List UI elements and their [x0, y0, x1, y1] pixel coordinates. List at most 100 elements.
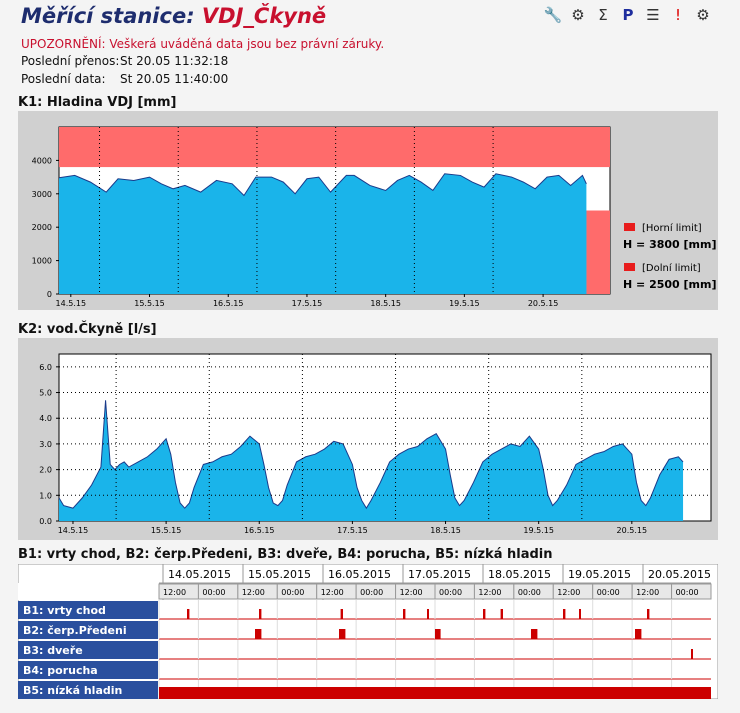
hour-cell: [671, 583, 712, 600]
k1-legend: [Horní limit] H = 3800 [mm] [Dolní limit…: [623, 222, 717, 291]
event-bar: [500, 609, 503, 619]
channel-label-bg: [18, 601, 158, 619]
x-tick-label: 19.5.15: [449, 299, 480, 308]
event-bar: [647, 609, 650, 619]
hour-label: 00:00: [439, 588, 462, 597]
events-svg: 14.05.2015 15.05.2015 16.05.2015 17.05.2015…: [17, 563, 719, 700]
last-data-label: Poslední data:: [21, 72, 106, 86]
hour-label: 00:00: [281, 588, 304, 597]
event-bar: [563, 609, 566, 619]
x-tick-label: 15.5.15: [134, 299, 165, 308]
k1-chart: [Horní limit] H = 3800 [mm] [Dolní limit…: [32, 126, 717, 308]
y-tick-label: 1.0: [39, 491, 52, 500]
title-prefix: Měřící stanice:: [21, 4, 195, 28]
channel-label: B3: dveře: [23, 644, 83, 657]
warning-text: UPOZORNĚNÍ: Veškerá uváděná data jsou be…: [21, 37, 385, 51]
series-area: [59, 400, 684, 521]
series-area: [59, 173, 587, 294]
y-tick-label: 2000: [32, 223, 52, 232]
x-tick-label: 17.5.15: [337, 526, 368, 535]
last-data: Poslední data: St 20.05 11:40:00: [21, 72, 228, 86]
toolbar: 🔧 ⚙ Σ P ☰ ! ⚙: [542, 4, 714, 26]
y-tick-label: 6.0: [39, 363, 52, 372]
settings-icon[interactable]: ⚙: [571, 6, 585, 24]
channel-label: B2: čerp.Předeni: [23, 624, 127, 637]
hour-label: 00:00: [597, 588, 620, 597]
y-tick-label: 4000: [32, 156, 52, 165]
event-bar: [427, 609, 429, 619]
series-line: [58, 400, 684, 510]
y-tick-label: 0: [47, 290, 52, 299]
station-name: VDJ_Čkyně: [201, 4, 327, 28]
last-data-value: St 20.05 11:40:00: [120, 72, 229, 86]
hour-label: 12:00: [400, 588, 423, 597]
y-tick-label: 2.0: [39, 466, 52, 475]
x-tick-label: 19.5.15: [523, 526, 554, 535]
y-tick-label: 0.0: [39, 517, 52, 526]
day-label: 17.05.2015: [408, 568, 471, 581]
gears-icon[interactable]: ⚙: [696, 6, 710, 24]
x-tick-label: 15.5.15: [151, 526, 182, 535]
y-tick-label: 4.0: [39, 414, 52, 423]
k2-chart: 0.0 1.0 2.0 3.0 4.0 5.0 6.0 14.5.15 15.5.15 16.5.…: [39, 353, 712, 535]
x-tick-label: 16.5.15: [213, 299, 244, 308]
last-transfer-label: Poslední přenos:: [21, 54, 120, 68]
series-line: [58, 173, 587, 197]
k1-title: K1: Hladina VDJ [mm]: [18, 95, 177, 110]
hour-label: 00:00: [676, 588, 699, 597]
hour-label: 12:00: [636, 588, 659, 597]
list-icon[interactable]: ☰: [646, 6, 660, 24]
event-bar: [403, 609, 406, 619]
legend-lower-value: H = 2500 [mm]: [623, 278, 717, 291]
event-bar: [579, 609, 581, 619]
event-bar: [635, 629, 642, 639]
sigma-icon[interactable]: Σ: [598, 6, 608, 24]
event-bar: [159, 687, 711, 699]
events-title: B1: vrty chod, B2: čerp.Předeni, B3: dve…: [18, 547, 553, 562]
hour-label: 12:00: [163, 588, 186, 597]
day-label: 18.05.2015: [488, 568, 551, 581]
legend-upper-label: [Horní limit]: [642, 222, 702, 234]
x-tick-label: 14.5.15: [58, 526, 89, 535]
event-bar: [483, 609, 486, 619]
event-bar: [259, 609, 262, 619]
last-transfer: Poslední přenos: St 20.05 11:32:18: [21, 54, 228, 68]
day-label: 20.05.2015: [648, 568, 711, 581]
hour-label: 00:00: [202, 588, 225, 597]
channel-label-bg: [18, 641, 158, 659]
y-tick-label: 1000: [32, 257, 52, 266]
header-blank: [18, 583, 159, 600]
channel-label-bg: [18, 661, 158, 679]
y-tick-label: 3.0: [39, 440, 52, 449]
channel-label: B5: nízká hladin: [23, 684, 122, 697]
channel-label: B4: porucha: [23, 664, 98, 677]
event-bar: [255, 629, 262, 639]
y-tick-label: 3000: [32, 190, 52, 199]
legend-lower-swatch: [624, 263, 635, 271]
hour-label: 12:00: [321, 588, 344, 597]
alarm-icon[interactable]: !: [674, 6, 681, 24]
hour-label: 00:00: [518, 588, 541, 597]
x-tick-label: 18.5.15: [430, 526, 461, 535]
k2-title: K2: vod.Čkyně [l/s]: [18, 322, 157, 337]
tools-icon[interactable]: 🔧: [543, 6, 563, 24]
event-bar: [435, 629, 441, 639]
lower-limit-zone: [586, 210, 610, 294]
event-bar: [691, 649, 693, 659]
event-bar: [187, 609, 190, 619]
upper-limit-zone: [59, 127, 610, 168]
legend-upper-swatch: [624, 223, 635, 231]
x-tick-label: 17.5.15: [292, 299, 323, 308]
x-tick-label: 20.5.15: [528, 299, 559, 308]
y-tick-label: 5.0: [39, 389, 52, 398]
event-bar: [339, 629, 346, 639]
report-icon[interactable]: P: [622, 6, 634, 24]
day-label: 19.05.2015: [568, 568, 631, 581]
page-title: Měřící stanice: VDJ_Čkyně: [21, 4, 326, 28]
x-tick-label: 20.5.15: [617, 526, 648, 535]
x-tick-label: 16.5.15: [244, 526, 275, 535]
hour-label: 12:00: [478, 588, 501, 597]
channel-label-bg: [18, 621, 158, 639]
hour-label: 12:00: [242, 588, 265, 597]
channel-label-bg: [18, 681, 158, 699]
